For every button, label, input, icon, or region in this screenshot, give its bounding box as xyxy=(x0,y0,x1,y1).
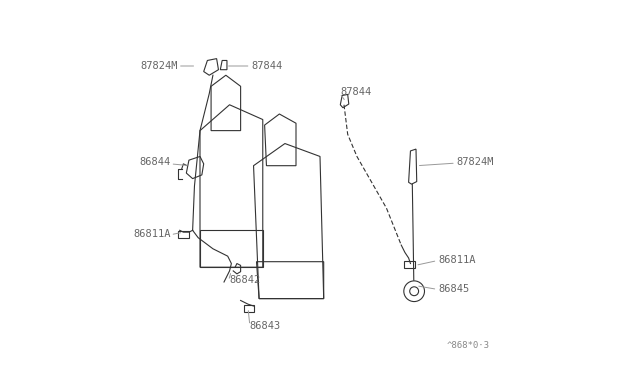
Text: 86811A: 86811A xyxy=(133,229,170,239)
Text: 87844: 87844 xyxy=(340,87,372,97)
Text: 87824M: 87824M xyxy=(456,157,494,167)
Text: ^868*0·3: ^868*0·3 xyxy=(447,341,490,350)
Text: 87824M: 87824M xyxy=(140,61,178,71)
Text: 87844: 87844 xyxy=(252,61,283,71)
Text: 86811A: 86811A xyxy=(438,255,476,265)
Text: 86845: 86845 xyxy=(438,284,469,294)
Text: 86842: 86842 xyxy=(230,275,260,285)
Text: 86843: 86843 xyxy=(250,321,281,331)
Text: 86844: 86844 xyxy=(140,157,170,167)
